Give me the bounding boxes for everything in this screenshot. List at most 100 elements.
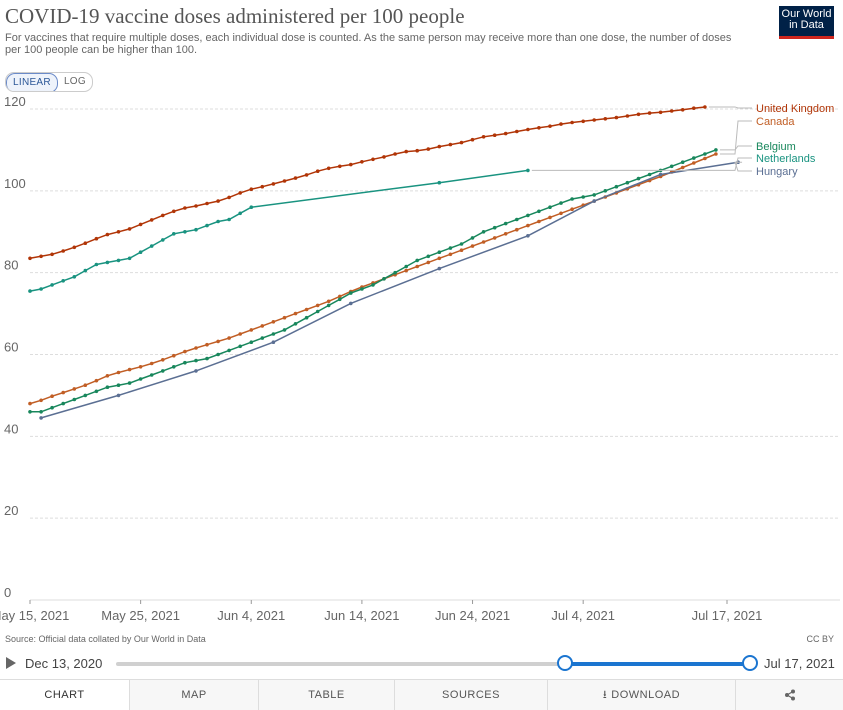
data-point xyxy=(448,252,453,257)
timeline-end-handle[interactable] xyxy=(742,655,758,671)
data-point xyxy=(382,277,386,281)
data-point xyxy=(194,204,198,208)
data-point xyxy=(94,389,99,394)
data-point xyxy=(216,219,220,224)
data-point xyxy=(271,320,276,324)
data-point xyxy=(470,244,475,248)
play-icon[interactable] xyxy=(6,657,16,669)
timeline[interactable]: Dec 13, 2020 Jul 17, 2021 xyxy=(0,650,843,676)
data-point xyxy=(127,256,132,261)
data-point xyxy=(50,405,54,410)
series-line xyxy=(29,106,705,260)
source-note[interactable]: Source: Official data collated by Our Wo… xyxy=(5,634,206,644)
logo-line-1: Our World xyxy=(781,8,832,20)
series-netherlands xyxy=(28,168,530,293)
data-point xyxy=(105,374,110,378)
data-point xyxy=(338,297,342,302)
data-point xyxy=(94,236,99,241)
data-point xyxy=(459,140,464,145)
data-point xyxy=(647,172,652,177)
data-point xyxy=(61,401,65,406)
y-tick-label: 20 xyxy=(4,503,18,518)
data-point xyxy=(205,223,209,228)
data-point xyxy=(249,187,254,191)
data-point xyxy=(515,217,519,222)
x-tick-label: Jul 4, 2021 xyxy=(551,608,615,623)
download-icon: ⭳ xyxy=(602,688,608,701)
data-point xyxy=(61,279,65,283)
data-point xyxy=(692,106,696,110)
data-point xyxy=(304,307,309,312)
data-point xyxy=(183,360,187,365)
data-point xyxy=(592,193,596,197)
data-point xyxy=(260,336,265,340)
data-point xyxy=(238,191,242,195)
series-belgium xyxy=(28,148,718,414)
data-point xyxy=(636,176,641,181)
data-point xyxy=(205,356,209,361)
data-point xyxy=(282,328,287,332)
data-point xyxy=(537,209,541,214)
data-point xyxy=(194,358,198,363)
data-point xyxy=(271,182,276,186)
x-tick-label: May 15, 2021 xyxy=(0,608,69,623)
data-point xyxy=(183,349,187,354)
timeline-track[interactable] xyxy=(116,662,749,666)
data-point xyxy=(614,115,619,120)
data-point xyxy=(614,184,619,189)
legend-connector xyxy=(734,161,752,172)
scale-toggle[interactable]: LINEAR LOG xyxy=(5,72,93,92)
data-point xyxy=(149,373,154,377)
data-point xyxy=(349,301,353,306)
data-point xyxy=(83,393,88,398)
data-point xyxy=(183,206,187,210)
chart-subtitle: For vaccines that require multiple doses… xyxy=(5,32,732,56)
data-point xyxy=(249,340,254,345)
data-point xyxy=(216,339,220,344)
data-point xyxy=(703,156,707,161)
timeline-start-handle[interactable] xyxy=(557,655,574,671)
data-point xyxy=(526,234,530,238)
data-point xyxy=(72,387,77,391)
legend-connector xyxy=(719,120,752,155)
legend-label: United Kingdom xyxy=(756,103,834,115)
data-point xyxy=(293,311,298,316)
data-point xyxy=(448,142,453,147)
data-point xyxy=(603,189,608,193)
tab-download[interactable]: ⭳ DOWNLOAD xyxy=(548,680,736,710)
data-point xyxy=(415,264,420,269)
data-point xyxy=(448,246,453,250)
data-point xyxy=(282,315,287,320)
license-link[interactable]: CC BY xyxy=(806,634,834,644)
tab-table[interactable]: TABLE xyxy=(259,680,395,710)
data-point xyxy=(227,348,231,353)
data-point xyxy=(172,232,176,236)
tab-share[interactable] xyxy=(736,680,843,710)
data-point xyxy=(360,287,364,291)
timeline-end-date: Jul 17, 2021 xyxy=(764,656,835,671)
data-point xyxy=(426,254,431,259)
data-point xyxy=(415,258,420,263)
data-point xyxy=(293,176,298,180)
data-point xyxy=(669,164,674,169)
data-point xyxy=(338,164,342,169)
data-point xyxy=(537,126,541,130)
data-point xyxy=(636,112,641,117)
legend-connector xyxy=(719,145,752,151)
data-point xyxy=(238,332,242,336)
data-point xyxy=(138,250,143,254)
share-icon xyxy=(784,689,795,701)
bottom-tabs: CHART MAP TABLE SOURCES ⭳ DOWNLOAD xyxy=(0,679,843,710)
scale-log-button[interactable]: LOG xyxy=(63,76,86,87)
logo-accent-bar xyxy=(779,36,834,39)
data-point xyxy=(492,236,497,240)
data-point xyxy=(161,369,165,373)
data-point xyxy=(39,287,43,291)
data-point xyxy=(138,365,143,369)
tab-sources[interactable]: SOURCES xyxy=(395,680,548,710)
data-point xyxy=(470,137,475,142)
tab-map[interactable]: MAP xyxy=(130,680,259,710)
scale-linear-button[interactable]: LINEAR xyxy=(6,73,58,91)
owid-logo[interactable]: Our World in Data xyxy=(779,6,834,36)
tab-chart[interactable]: CHART xyxy=(0,680,130,710)
